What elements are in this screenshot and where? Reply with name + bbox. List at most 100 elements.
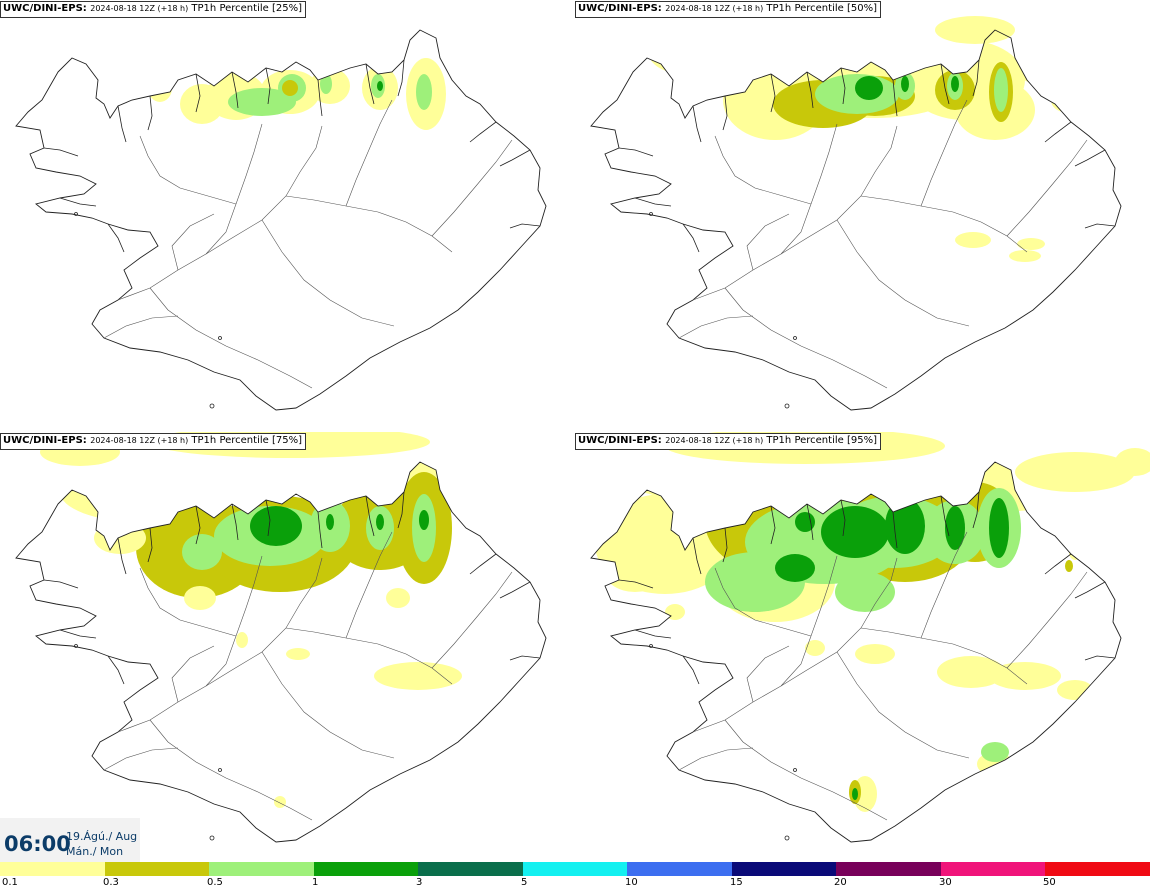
legend-label: 10	[625, 877, 638, 888]
precip-area	[374, 662, 462, 690]
fjord-line	[43, 579, 79, 589]
fjord-line	[117, 105, 127, 143]
model-name: UWC/DINI-EPS	[578, 435, 658, 446]
fjord-line	[509, 655, 541, 661]
precip-area	[994, 68, 1008, 112]
precip-area	[286, 648, 310, 660]
island	[649, 644, 653, 648]
legend-swatch	[104, 862, 210, 876]
fjord-line	[940, 495, 950, 537]
precip-area	[935, 16, 1015, 44]
fjord-line	[806, 71, 814, 109]
precip-area	[881, 30, 921, 58]
road-line	[171, 213, 215, 271]
precip-area	[989, 498, 1009, 558]
legend-swatch	[0, 862, 105, 876]
fjord-line	[43, 147, 79, 157]
fjord-line	[1084, 223, 1116, 229]
island	[784, 835, 790, 841]
fjord-line	[1074, 149, 1106, 167]
road-line	[431, 571, 513, 669]
precip-area	[90, 464, 150, 504]
precip-area	[1051, 88, 1079, 112]
legend-swatch	[627, 862, 732, 876]
precip-area	[821, 506, 889, 558]
precip-area	[236, 632, 248, 648]
road-line	[345, 531, 393, 639]
island	[218, 768, 222, 772]
precip-area	[124, 486, 176, 530]
fjord-line	[147, 527, 153, 563]
valid-date: 19.Ágú./ Aug	[66, 830, 138, 843]
precip-area	[673, 464, 697, 480]
legend-swatch	[731, 862, 837, 876]
panel-title-p75: UWC/DINI-EPS: 2024-08-18 12Z (+18 h) TP1…	[0, 433, 306, 450]
fjord-line	[618, 147, 654, 157]
run-info: 2024-08-18 12Z (+18 h)	[90, 4, 189, 13]
road-line	[714, 567, 812, 637]
precip-area	[282, 80, 298, 96]
precip-map-p95	[590, 432, 1150, 843]
product-label: TP1h Percentile [95%]	[766, 435, 877, 446]
road-line	[117, 125, 323, 301]
run-info: 2024-08-18 12Z (+18 h)	[90, 436, 189, 445]
fjord-line	[682, 223, 700, 253]
fjord-line	[397, 491, 405, 529]
island	[784, 403, 790, 409]
road-line	[149, 287, 313, 389]
road-line	[746, 645, 790, 703]
model-name: UWC/DINI-EPS	[578, 3, 658, 14]
legend-label: 50	[1043, 877, 1056, 888]
fjord-line	[265, 67, 271, 105]
precip-field	[110, 52, 446, 130]
fjord-line	[722, 95, 728, 131]
island	[218, 336, 222, 340]
fjord-line	[1074, 581, 1106, 599]
precip-area	[855, 76, 883, 100]
panel-title-p25: UWC/DINI-EPS: 2024-08-18 12Z (+18 h) TP1…	[0, 1, 306, 18]
road-line	[103, 747, 179, 771]
precip-area	[775, 554, 815, 582]
fjord-line	[195, 73, 201, 113]
precip-area	[1017, 238, 1045, 250]
fjord-line	[618, 579, 654, 589]
model-name: UWC/DINI-EPS	[3, 435, 83, 446]
legend-swatch	[940, 862, 1046, 876]
fjord-line	[365, 63, 375, 105]
precip-area	[326, 514, 334, 530]
island	[74, 212, 78, 216]
precip-area	[1057, 680, 1093, 700]
legend-swatch	[1045, 862, 1150, 876]
precip-area	[274, 796, 286, 808]
precip-area	[675, 472, 755, 512]
legend-swatch	[522, 862, 628, 876]
run-info: 2024-08-18 12Z (+18 h)	[665, 436, 764, 445]
fjord-line	[147, 95, 153, 131]
panel-title-p95: UWC/DINI-EPS: 2024-08-18 12Z (+18 h) TP1…	[575, 433, 881, 450]
road-line	[692, 557, 898, 733]
road-line	[746, 213, 790, 271]
road-line	[205, 555, 263, 687]
legend-label: 3	[416, 877, 423, 888]
precip-map-p50	[590, 14, 1122, 411]
fjord-line	[692, 537, 702, 575]
run-info: 2024-08-18 12Z (+18 h)	[665, 4, 764, 13]
road-line	[920, 531, 968, 639]
precip-area	[981, 742, 1009, 762]
road-line	[345, 99, 393, 207]
road-line	[139, 135, 237, 205]
valid-time-box: 06:00 19.Ágú./ Aug Mán./ Mon	[0, 818, 140, 862]
precip-area	[805, 640, 825, 656]
fjord-line	[117, 537, 127, 575]
map-panel-p95: UWC/DINI-EPS: 2024-08-18 12Z (+18 h) TP1…	[575, 432, 1150, 864]
fjord-line	[892, 79, 898, 117]
precip-area	[937, 656, 1005, 688]
precip-map-p25	[15, 14, 547, 411]
fjord-line	[840, 499, 846, 537]
fjord-line	[840, 67, 846, 105]
precip-area	[901, 76, 909, 92]
precip-area	[885, 498, 925, 554]
fjord-line	[1044, 121, 1072, 143]
road-line	[678, 315, 754, 339]
road-line	[780, 123, 838, 255]
